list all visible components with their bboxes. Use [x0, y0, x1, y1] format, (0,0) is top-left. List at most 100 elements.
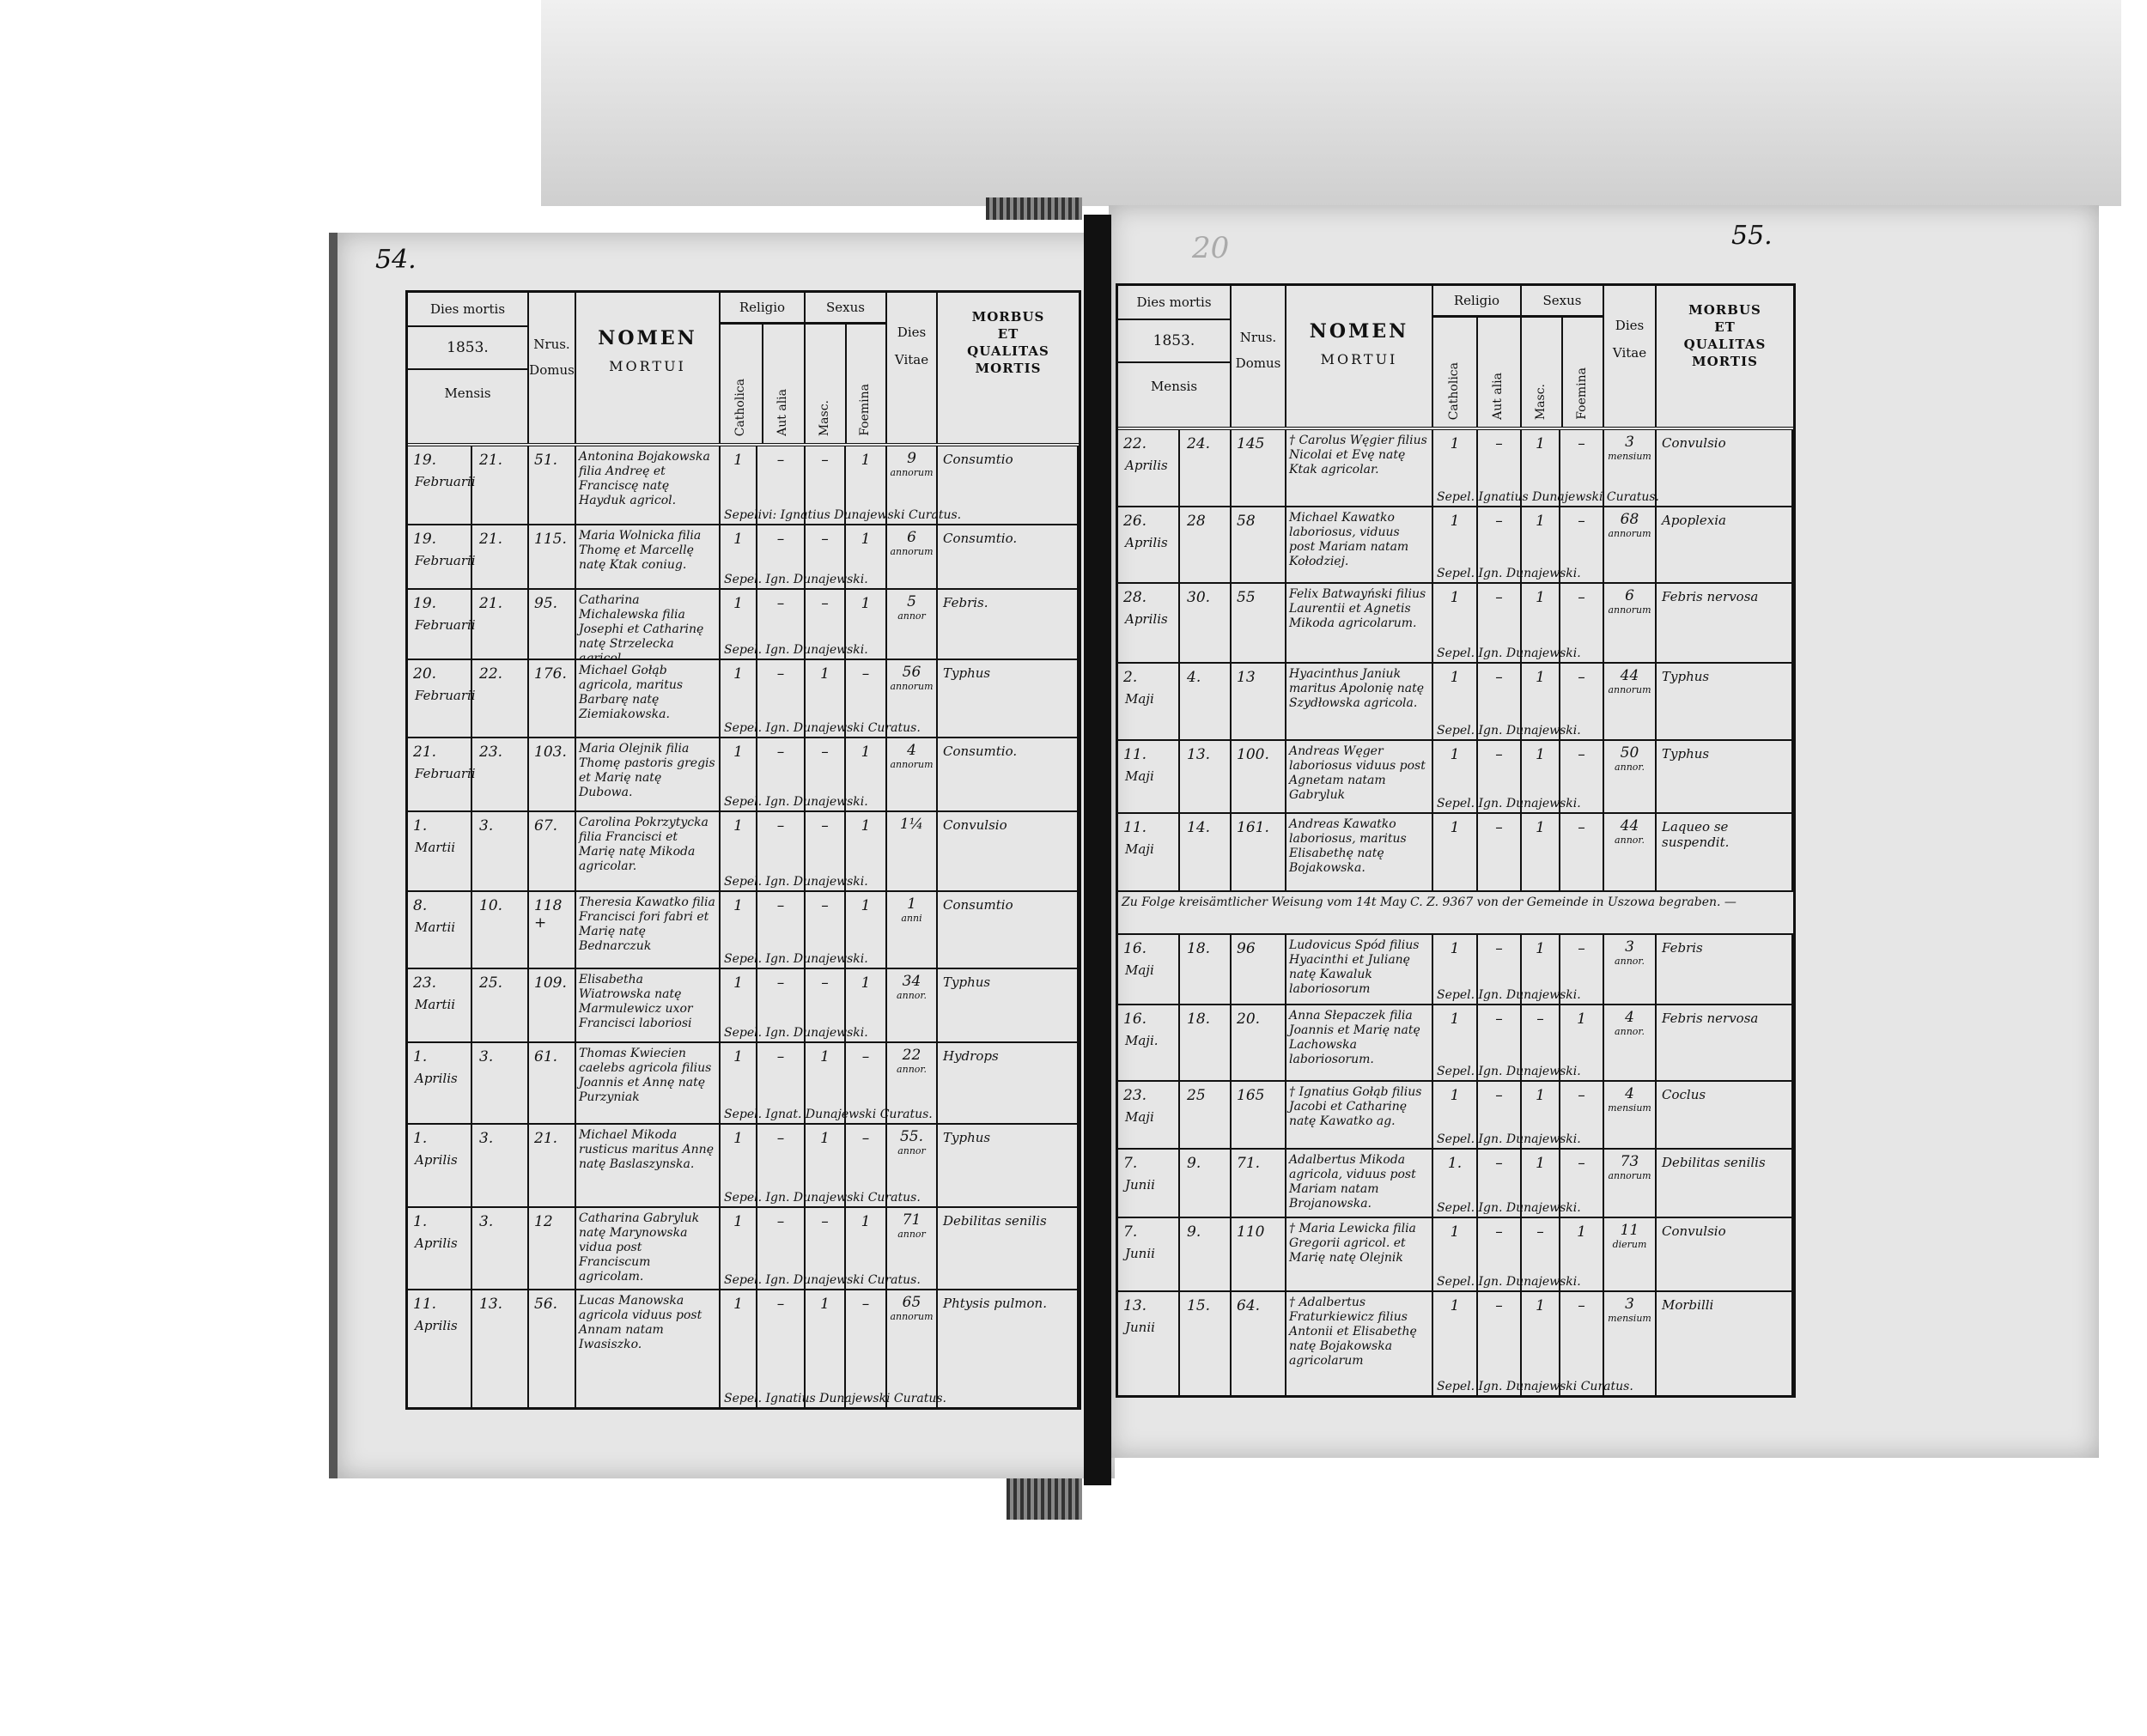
header-dies: Dies	[1615, 318, 1645, 333]
deceased-name: Theresia Kawatko filia Francisci fori fa…	[576, 892, 721, 968]
right-page: 20 55. Dies mortis 1853. Mensis Nrus. Domus N…	[1109, 205, 2099, 1458]
col-foem: 1	[846, 525, 887, 588]
table-row: 8. Martii 10. 118 + Theresia Kawatko filia F…	[408, 892, 1079, 969]
table-row: 11. Maji 13. 100. Andreas Węger laboriosus v…	[1118, 741, 1793, 814]
deceased-name: Lucas Manowska agricola viduus post Anna…	[576, 1290, 721, 1407]
age-unit: annor.	[1615, 1026, 1645, 1037]
col-foem: 1	[846, 446, 887, 524]
death-month: Maji	[1125, 768, 1154, 784]
age-cell: 4 annor.	[1604, 1005, 1657, 1080]
burial-note: Sepel. Ign. Dunajewski.	[1437, 1065, 1581, 1078]
death-day-cell: 20. Februarii	[408, 660, 476, 737]
age-unit: annorum	[890, 546, 934, 557]
burial-day: 28	[1180, 507, 1232, 582]
header-religio-label: Religio	[721, 293, 804, 325]
death-day-cell: 23. Martii	[408, 969, 472, 1041]
col-foem: –	[1560, 507, 1604, 582]
age-cell: 3 mensium	[1604, 1292, 1657, 1395]
header-domus: Domus	[1235, 355, 1281, 371]
house-number: 51.	[529, 446, 576, 524]
age-unit: annor	[897, 610, 926, 622]
age-cell: 11 dierum	[1604, 1218, 1657, 1290]
age-value: 73	[1620, 1153, 1639, 1170]
death-day: 11.	[1123, 746, 1147, 763]
burial-note: Sepel. Ign. Dunajewski.	[724, 875, 868, 889]
col-aut: –	[1478, 1005, 1522, 1080]
age-unit: annorum	[1608, 528, 1651, 539]
col-cath: 1	[1433, 430, 1478, 506]
death-month: Maji	[1125, 962, 1154, 978]
deceased-name: Maria Wolnicka filia Thomę et Marcellę n…	[576, 525, 721, 588]
col-masc: –	[806, 446, 846, 524]
age-value: 1¼	[899, 816, 924, 833]
col-aut: –	[1478, 584, 1522, 662]
header-foemina-cell: Foemina	[847, 325, 886, 443]
burial-day: 25.	[472, 969, 529, 1041]
house-number: 110	[1232, 1218, 1286, 1290]
col-masc: –	[806, 738, 846, 810]
col-aut: –	[757, 1043, 806, 1123]
col-foem: –	[1560, 741, 1604, 812]
header-qualitas: QUALITAS	[967, 343, 1049, 359]
table-row: 28. Aprilis 30. 55 Felix Batwayński filius L…	[1118, 584, 1793, 664]
house-number: 176.	[529, 660, 576, 737]
col-foem: –	[1560, 935, 1604, 1004]
page-number: 55.	[1731, 221, 1773, 251]
age-cell: 6 annorum	[887, 525, 938, 588]
burial-note: Sepel. Ign. Dunajewski.	[1437, 1132, 1581, 1146]
cause-of-death: Consumtio	[938, 892, 1079, 968]
col-cath: 1	[721, 738, 757, 810]
house-number: 55	[1232, 584, 1286, 662]
header-dies-mortis-label: Dies mortis	[1118, 286, 1230, 320]
deceased-name: Michael Kawatko laboriosus, viduus post …	[1286, 507, 1433, 582]
age-value: 56	[902, 664, 921, 681]
header-catholica: Catholica	[1446, 361, 1461, 420]
header-sexus: Sexus Masc. Foemina	[806, 293, 887, 443]
age-cell: 6 annorum	[1604, 584, 1657, 662]
house-number: 13	[1232, 664, 1286, 739]
table-row: 1. Martii 3. 67. Carolina Pokrzytycka filia …	[408, 812, 1079, 892]
col-masc: 1	[806, 1043, 846, 1123]
cause-of-death: Coclus	[1657, 1082, 1793, 1148]
burial-note: Sepel. Ign. Dunajewski.	[1437, 646, 1581, 660]
col-foem: 1	[1560, 1005, 1604, 1080]
cause-of-death: Consumtio.	[938, 738, 1079, 810]
age-unit: annorum	[890, 681, 934, 692]
death-month: Februarii	[415, 688, 476, 703]
age-cell: 68 annorum	[1604, 507, 1657, 582]
col-masc: 1	[806, 1125, 846, 1206]
col-masc: 1	[1522, 1292, 1560, 1395]
deceased-name: Hyacinthus Janiuk maritus Apolonię natę …	[1286, 664, 1433, 739]
house-number: 95.	[529, 590, 576, 659]
death-month: Maji.	[1125, 1033, 1159, 1048]
death-month: Februarii	[415, 617, 476, 633]
header-foemina-cell: Foemina	[1563, 318, 1603, 427]
age-unit: annorum	[1608, 1170, 1651, 1181]
death-day-cell: 16. Maji.	[1118, 1005, 1180, 1080]
death-day-cell: 11. Maji	[1118, 741, 1180, 812]
death-month: Martii	[415, 920, 456, 935]
table-row: 19. Februarii 21. 51. Antonina Bojakowska fi…	[408, 446, 1079, 525]
cause-of-death: Consumtio.	[938, 525, 1079, 588]
header-masc: Masc.	[817, 399, 831, 436]
deceased-name: Carolina Pokrzytycka filia Francisci et …	[576, 812, 721, 890]
cause-of-death: Typhus	[938, 1125, 1079, 1206]
death-month: Junii	[1125, 1246, 1155, 1261]
table-row: 7. Junii 9. 71. Adalbertus Mikoda agricola, …	[1118, 1150, 1793, 1218]
burial-note: Sepel. Ign. Dunajewski.	[724, 1026, 868, 1040]
col-foem: –	[1560, 664, 1604, 739]
col-cath: 1	[721, 812, 757, 890]
register-table: Dies mortis 1853. Mensis Nrus. Domus NOMEN MOR…	[405, 290, 1081, 1410]
header-masc: Masc.	[1534, 383, 1548, 420]
col-cath: 1	[721, 660, 757, 737]
house-number: 58	[1232, 507, 1286, 582]
death-day: 19.	[413, 595, 437, 612]
table-header: Dies mortis 1853. Mensis Nrus. Domus NOMEN MOR…	[408, 293, 1079, 446]
col-masc: –	[806, 590, 846, 659]
col-masc: –	[806, 812, 846, 890]
age-value: 65	[902, 1294, 921, 1311]
col-aut: –	[1478, 664, 1522, 739]
left-page: 54. Dies mortis 1853. Mensis Nrus. Domus NOME…	[329, 233, 1115, 1478]
col-cath: 1	[1433, 741, 1478, 812]
col-foem: 1	[846, 590, 887, 659]
